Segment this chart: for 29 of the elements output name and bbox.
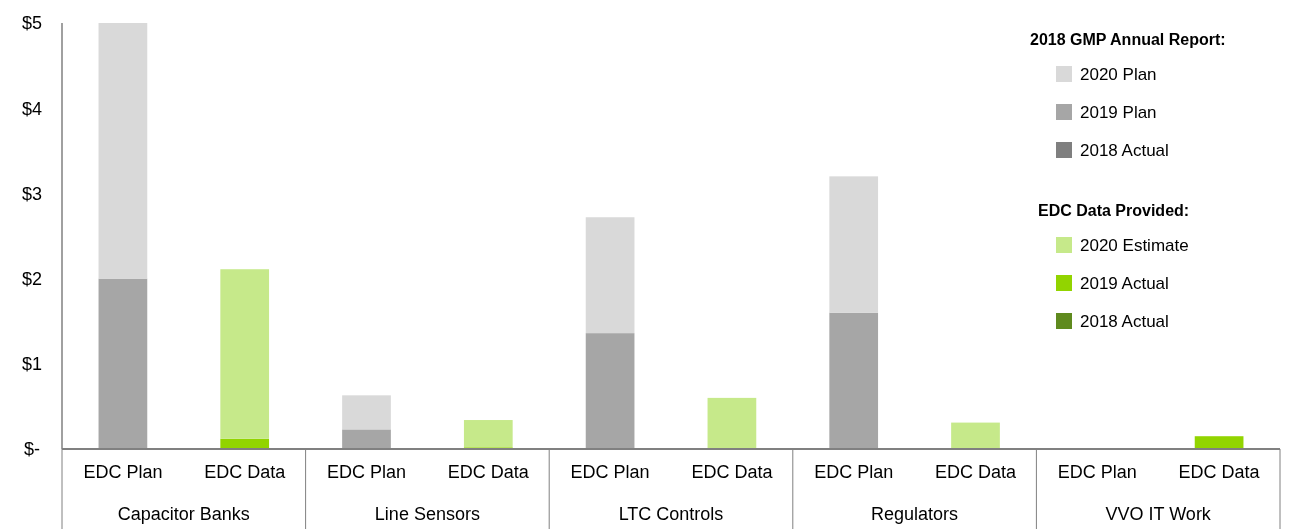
- legend-title: 2018 GMP Annual Report:: [1030, 31, 1226, 48]
- y-tick-label: $5: [21, 13, 43, 34]
- x-tick-label: EDC Data: [1178, 462, 1261, 482]
- legend-label: 2018 Actual: [1080, 312, 1169, 331]
- x-tick-label: EDC Plan: [83, 462, 163, 482]
- text: VVO IT Work: [1105, 504, 1212, 524]
- x-tick-label: EDC Data: [934, 462, 1017, 482]
- x-tick-label: EDC Data: [447, 462, 530, 482]
- x-tick-label: EDC Plan: [570, 462, 650, 482]
- legend-label: 2019 Actual: [1080, 274, 1169, 293]
- annotation: EDC Data Provided:: [1038, 202, 1190, 219]
- legend-label: 2019 Plan: [1080, 103, 1157, 122]
- x-tick-label: EDC Plan: [326, 462, 407, 482]
- y-tick-label: $2: [21, 268, 43, 289]
- legend-label: 2018 Actual: [1080, 141, 1169, 160]
- legend-label: 2020 Estimate: [1080, 236, 1189, 255]
- y-tick-label: $4: [21, 98, 43, 119]
- x-tick-label: EDC Plan: [814, 462, 894, 482]
- x-tick-label: EDC Plan: [1057, 462, 1137, 482]
- text: Line Sensors: [374, 504, 480, 524]
- x-tick-label: EDC Data: [691, 462, 774, 482]
- legend-label: 2020 Plan: [1080, 65, 1157, 84]
- text: LTC Controls: [618, 504, 724, 524]
- y-tick-label: $-: [23, 439, 41, 460]
- text: Capacitor Banks: [117, 504, 250, 524]
- y-tick-label: $1: [21, 354, 43, 375]
- x-tick-label: EDC Data: [204, 462, 287, 482]
- text: Regulators: [871, 504, 959, 524]
- y-tick-label: $3: [21, 183, 43, 204]
